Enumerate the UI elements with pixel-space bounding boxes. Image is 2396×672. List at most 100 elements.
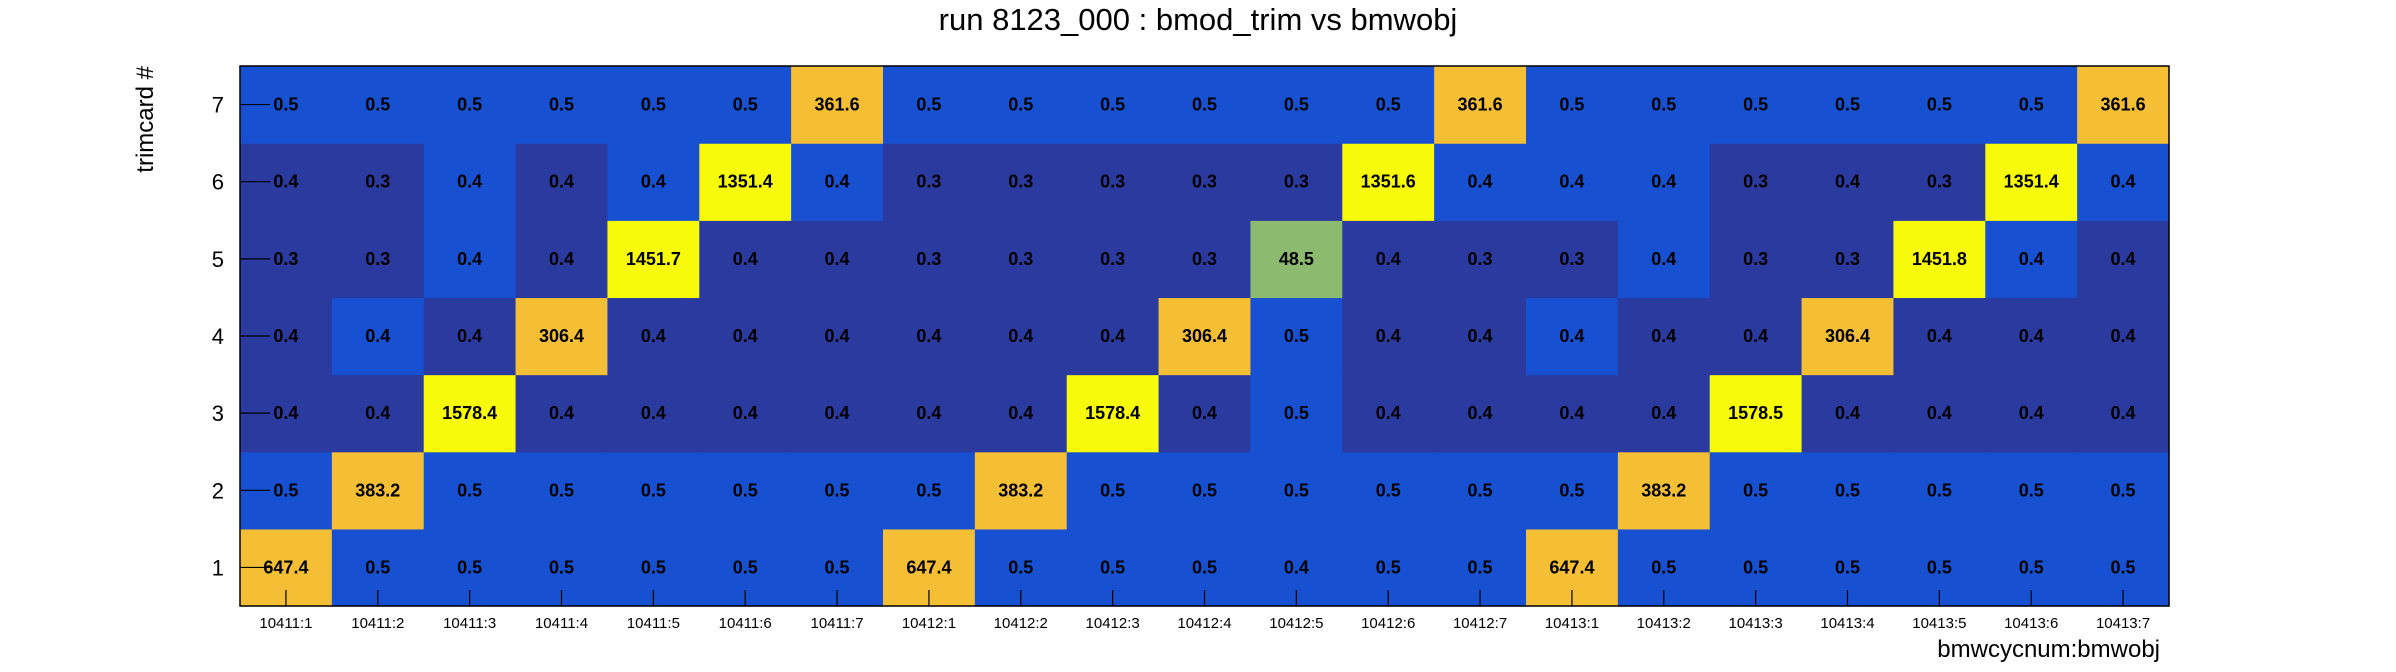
heatmap-cell (1801, 451, 1895, 530)
cell-value-label: 0.4 (549, 249, 574, 269)
heatmap-cell (2077, 374, 2170, 453)
heatmap-cell (1617, 220, 1711, 299)
cell-value-label: 0.5 (733, 557, 758, 577)
heatmap-cell (791, 374, 884, 453)
heatmap-cell (1893, 143, 1986, 221)
heatmap-cell (1066, 66, 1160, 144)
heatmap-cell (331, 143, 425, 221)
cell-value-label: 0.4 (1008, 403, 1033, 423)
cell-value-label: 0.3 (1284, 172, 1309, 192)
cell-value-label: 0.4 (1559, 403, 1584, 423)
cell-value-label: 0.5 (273, 95, 298, 115)
heatmap-cell (1709, 220, 1803, 299)
cell-value-label: 0.5 (549, 95, 574, 115)
cell-value-label: 0.4 (1651, 249, 1676, 269)
y-tick-label: 3 (212, 401, 224, 426)
heatmap-cell (1526, 220, 1619, 299)
heatmap-cell (515, 374, 609, 453)
x-tick-label: 10411:1 (259, 615, 312, 632)
heatmap-cell (423, 66, 517, 144)
heatmap-cell (1250, 374, 1343, 453)
x-tick-label: 10411:3 (443, 615, 496, 632)
x-tick-label: 10411:7 (811, 615, 864, 632)
cell-value-label: 0.4 (1559, 172, 1584, 192)
x-tick-label: 10411:5 (627, 615, 680, 632)
cell-value-label: 0.5 (1651, 557, 1676, 577)
heatmap-cell (1250, 143, 1343, 221)
cell-value-label: 0.5 (1468, 480, 1493, 500)
heatmap-cell (974, 297, 1068, 376)
heatmap-cell (423, 220, 517, 299)
cell-value-label: 0.4 (1559, 326, 1584, 346)
heatmap-cell (331, 451, 425, 530)
cell-value-label: 0.4 (1651, 403, 1676, 423)
heatmap-cell (974, 374, 1068, 453)
cell-value-label: 0.5 (1376, 557, 1401, 577)
cell-value-label: 48.5 (1279, 249, 1314, 269)
x-tick-label: 10413:2 (1637, 615, 1691, 632)
heatmap-cell (2077, 451, 2170, 530)
x-axis-title: bmwcycnum:bmwobj (1937, 636, 2160, 663)
cell-value-label: 0.4 (916, 326, 941, 346)
x-tick-label: 10412:1 (902, 615, 956, 632)
cell-value-label: 0.4 (2111, 326, 2136, 346)
cell-value-label: 0.4 (825, 249, 850, 269)
x-tick-label: 10412:4 (1177, 615, 1231, 632)
cell-value-label: 0.4 (365, 403, 390, 423)
cell-value-label: 0.4 (825, 172, 850, 192)
cell-value-label: 0.4 (1284, 557, 1309, 577)
cell-value-label: 0.5 (733, 95, 758, 115)
cell-value-label: 306.4 (539, 326, 584, 346)
cell-value-label: 647.4 (906, 557, 951, 577)
cell-value-label: 0.3 (1743, 172, 1768, 192)
heatmap-cell (423, 143, 517, 221)
cell-value-label: 0.5 (1192, 557, 1217, 577)
cell-value-label: 1451.7 (626, 249, 681, 269)
x-tick-label: 10412:7 (1453, 615, 1507, 632)
cell-value-label: 0.4 (1376, 326, 1401, 346)
cell-value-label: 0.3 (1100, 249, 1125, 269)
heatmap-cell (1985, 297, 2078, 376)
heatmap-cell (607, 297, 700, 376)
cell-value-label: 0.5 (1008, 557, 1033, 577)
cell-value-label: 0.5 (2019, 480, 2044, 500)
x-axis-ticks: 10411:1 10411:2 10411:3 10411:4 10411:5 10411… (259, 590, 2150, 632)
cell-value-label: 0.5 (1100, 557, 1125, 577)
heatmap-cell (1526, 297, 1619, 376)
cell-value-label: 0.4 (1743, 326, 1768, 346)
heatmap-cell (1342, 143, 1435, 221)
heatmap-cell (974, 451, 1068, 530)
cell-value-label: 0.5 (1743, 95, 1768, 115)
cell-value-label: 0.5 (1376, 95, 1401, 115)
heatmap-cell (1342, 374, 1435, 453)
cell-value-label: 306.4 (1825, 326, 1870, 346)
heatmap-cell (1342, 297, 1435, 376)
cell-value-label: 647.4 (1549, 557, 1594, 577)
heatmap-cell (974, 220, 1068, 299)
heatmap-cell (1985, 374, 2078, 453)
cell-value-label: 0.5 (1743, 480, 1768, 500)
heatmap-cell (1709, 374, 1803, 453)
cell-value-label: 0.3 (1559, 249, 1584, 269)
heatmap-cell (1342, 66, 1435, 144)
cell-value-label: 0.4 (457, 326, 482, 346)
cell-value-label: 0.5 (365, 557, 390, 577)
cell-value-label: 1578.4 (1085, 403, 1140, 423)
heatmap-cell (1158, 374, 1252, 453)
heatmap-cell (1617, 451, 1711, 530)
cell-value-label: 361.6 (815, 95, 860, 115)
heatmap-cell (1342, 220, 1435, 299)
heatmap-cell (1709, 297, 1803, 376)
heatmap-cell (1709, 451, 1803, 530)
cell-value-label: 0.4 (457, 172, 482, 192)
cell-value-label: 0.3 (1927, 172, 1952, 192)
cell-value-label: 0.4 (365, 326, 390, 346)
cell-value-label: 0.3 (916, 249, 941, 269)
cell-value-label: 0.4 (273, 326, 298, 346)
heatmap-cell (791, 297, 884, 376)
heatmap-cell (1250, 220, 1343, 299)
cell-value-label: 0.4 (1651, 172, 1676, 192)
cell-value-label: 0.5 (1559, 480, 1584, 500)
heatmap-cell (1342, 451, 1435, 530)
cell-value-label: 0.3 (1100, 172, 1125, 192)
